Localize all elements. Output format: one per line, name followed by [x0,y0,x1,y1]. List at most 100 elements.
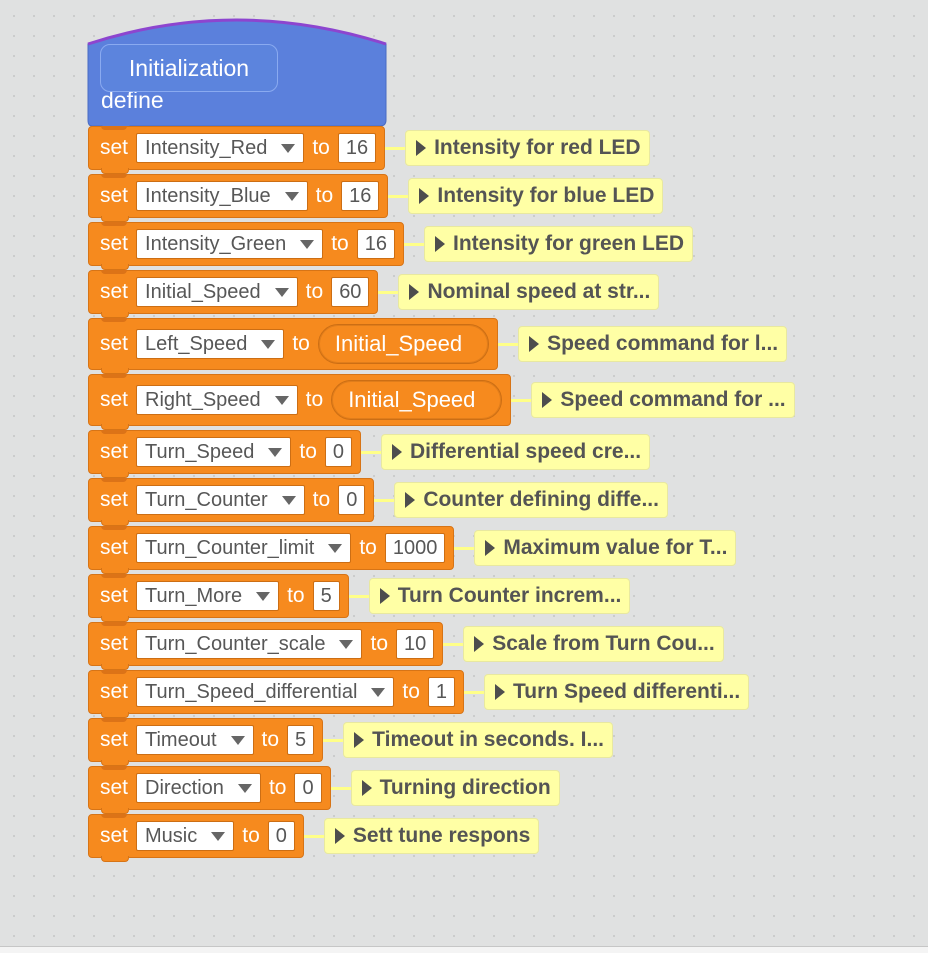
comment-box[interactable]: Intensity for green LED [423,226,694,262]
dropdown-caret-icon[interactable] [211,831,226,841]
comment-box[interactable]: Turning direction [350,770,560,806]
dropdown-caret-icon[interactable] [274,287,289,297]
comment-expand-triangle-icon[interactable] [354,732,365,748]
comment-expand-triangle-icon[interactable] [379,588,390,604]
comment-expand-triangle-icon[interactable] [361,780,372,796]
value-input[interactable]: 0 [267,821,295,851]
comment-expand-triangle-icon[interactable] [405,492,416,508]
value-input[interactable]: 16 [356,229,395,259]
dropdown-caret-icon[interactable] [328,543,343,553]
variable-reporter[interactable]: Initial_Speed [331,380,503,420]
set-variable-block[interactable]: set Timeout to 5 [88,718,324,766]
set-variable-block[interactable]: set Turn_Counter_limit to 1000 [88,526,455,574]
block-comment[interactable]: Maximum value for T... [454,530,737,566]
block-comment[interactable]: Turn Speed differenti... [464,674,750,710]
comment-expand-triangle-icon[interactable] [485,540,496,556]
value-input[interactable]: 1 [427,677,456,707]
comment-box[interactable]: Differential speed cre... [381,434,651,470]
dropdown-caret-icon[interactable] [274,395,289,405]
comment-box[interactable]: Intensity for red LED [405,130,650,166]
comment-box[interactable]: Nominal speed at str... [398,274,660,310]
variable-dropdown[interactable]: Initial_Speed [136,277,298,307]
comment-expand-triangle-icon[interactable] [474,636,485,652]
dropdown-caret-icon[interactable] [339,639,354,649]
variable-reporter[interactable]: Initial_Speed [317,324,490,364]
comment-box[interactable]: Speed command for l... [518,326,788,362]
dropdown-caret-icon[interactable] [284,191,299,201]
value-input[interactable]: 16 [337,133,377,163]
dropdown-caret-icon[interactable] [230,735,245,745]
set-variable-block[interactable]: set Direction to 0 [88,766,331,814]
variable-dropdown[interactable]: Left_Speed [136,329,285,359]
variable-dropdown[interactable]: Timeout [136,725,254,755]
block-comment[interactable]: Differential speed cre... [361,434,651,470]
variable-dropdown[interactable]: Turn_Speed [136,437,292,467]
variable-dropdown[interactable]: Turn_Counter_scale [136,629,363,659]
comment-box[interactable]: Scale from Turn Cou... [463,626,724,662]
block-comment[interactable]: Intensity for blue LED [388,178,664,214]
variable-dropdown[interactable]: Turn_Counter [136,485,305,515]
value-input[interactable]: 60 [331,277,370,307]
dropdown-caret-icon[interactable] [281,495,296,505]
variable-dropdown[interactable]: Turn_Speed_differential [136,677,395,707]
comment-box[interactable]: Sett tune respons [323,818,540,854]
set-variable-block[interactable]: set Right_Speed to Initial_Speed [88,374,512,430]
variable-dropdown[interactable]: Music [136,821,235,851]
comment-box[interactable]: Turn Speed differenti... [484,674,750,710]
dropdown-caret-icon[interactable] [371,687,386,697]
dropdown-caret-icon[interactable] [256,591,271,601]
variable-dropdown[interactable]: Right_Speed [136,385,298,415]
set-variable-block[interactable]: set Music to 0 [88,814,304,862]
custom-block-prototype[interactable]: Initialization [100,44,278,92]
dropdown-caret-icon[interactable] [281,143,296,153]
comment-box[interactable]: Counter defining diffe... [394,482,668,518]
set-variable-block[interactable]: set Initial_Speed to 60 [88,270,379,318]
dropdown-caret-icon[interactable] [268,447,283,457]
dropdown-caret-icon[interactable] [261,339,276,349]
value-input[interactable]: 0 [294,773,322,803]
variable-dropdown[interactable]: Direction [136,773,261,803]
set-variable-block[interactable]: set Turn_Speed_differential to 1 [88,670,465,718]
set-variable-block[interactable]: set Turn_Counter to 0 [88,478,375,526]
block-comment[interactable]: Speed command for l... [498,326,788,362]
set-variable-block[interactable]: set Intensity_Blue to 16 [88,174,389,222]
variable-dropdown[interactable]: Intensity_Red [136,133,305,163]
value-input[interactable]: 16 [341,181,380,211]
comment-box[interactable]: Speed command for ... [531,382,795,418]
value-input[interactable]: 5 [312,581,340,611]
variable-dropdown[interactable]: Turn_More [136,581,280,611]
comment-expand-triangle-icon[interactable] [434,236,445,252]
comment-expand-triangle-icon[interactable] [409,284,420,300]
value-input[interactable]: 1000 [384,533,446,563]
comment-expand-triangle-icon[interactable] [392,444,402,460]
block-comment[interactable]: Speed command for ... [511,382,795,418]
comment-expand-triangle-icon[interactable] [416,140,427,156]
comment-box[interactable]: Intensity for blue LED [408,178,664,214]
block-comment[interactable]: Intensity for red LED [385,130,650,166]
block-comment[interactable]: Scale from Turn Cou... [443,626,724,662]
block-comment[interactable]: Counter defining diffe... [374,482,668,518]
comment-expand-triangle-icon[interactable] [542,392,553,408]
block-comment[interactable]: Nominal speed at str... [378,274,660,310]
value-input[interactable]: 10 [396,629,435,659]
variable-dropdown[interactable]: Turn_Counter_limit [136,533,352,563]
bottom-scrollbar[interactable] [0,946,928,953]
set-variable-block[interactable]: set Turn_Counter_scale to 10 [88,622,444,670]
block-comment[interactable]: Turning direction [330,770,560,806]
comment-box[interactable]: Maximum value for T... [474,530,737,566]
comment-expand-triangle-icon[interactable] [529,336,540,352]
set-variable-block[interactable]: set Turn_More to 5 [88,574,349,622]
block-comment[interactable]: Turn Counter increm... [348,578,631,614]
set-variable-block[interactable]: set Intensity_Red to 16 [88,126,386,174]
set-variable-block[interactable]: set Left_Speed to Initial_Speed [88,318,499,374]
set-variable-block[interactable]: set Intensity_Green to 16 [88,222,404,270]
block-comment[interactable]: Intensity for green LED [403,226,694,262]
variable-dropdown[interactable]: Intensity_Blue [136,181,308,211]
dropdown-caret-icon[interactable] [300,239,315,249]
comment-box[interactable]: Timeout in seconds. I... [343,722,613,758]
comment-expand-triangle-icon[interactable] [419,188,430,204]
block-comment[interactable]: Sett tune respons [303,818,540,854]
value-input[interactable]: 5 [287,725,315,755]
variable-dropdown[interactable]: Intensity_Green [136,229,324,259]
value-input[interactable]: 0 [338,485,366,515]
